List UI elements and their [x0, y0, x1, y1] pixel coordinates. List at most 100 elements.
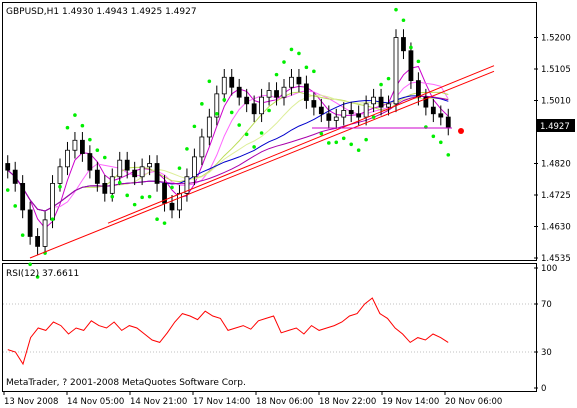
parabolic-sar-dot — [140, 195, 144, 200]
candle-body — [401, 37, 406, 52]
time-tick-label: 18 Nov 22:00 — [319, 397, 376, 407]
current-price-box — [537, 119, 575, 132]
parabolic-sar-dot — [229, 110, 234, 115]
candle-body — [408, 50, 414, 82]
candle-body — [244, 96, 250, 105]
parabolic-sar-dot — [95, 148, 100, 153]
candle-body — [132, 169, 138, 178]
candle-body — [259, 96, 265, 115]
candle-body — [117, 159, 123, 178]
parabolic-sar-dot — [409, 45, 413, 50]
parabolic-sar-dot — [304, 65, 309, 70]
candle-body — [94, 169, 100, 184]
parabolic-sar-dot — [192, 124, 197, 129]
time-tick-label: 18 Nov 06:00 — [256, 397, 313, 407]
parabolic-sar-dot — [341, 136, 346, 141]
parabolic-sar-dot — [394, 7, 398, 12]
candle-body — [102, 182, 108, 194]
candle-body — [124, 159, 130, 171]
candle-body — [184, 176, 190, 194]
time-tick-label: 19 Nov 14:00 — [382, 397, 439, 407]
candle-body — [80, 139, 85, 154]
parabolic-sar-dot — [20, 233, 25, 237]
candle-body — [12, 169, 18, 184]
candle-body — [311, 100, 317, 108]
time-tick-label: 14 Nov 21:00 — [130, 397, 187, 407]
candle-body — [274, 90, 279, 98]
parabolic-sar-dot — [356, 148, 361, 153]
parabolic-sar-dot — [327, 141, 331, 145]
rsi-tick-label: 70 — [541, 300, 552, 310]
price-panel[interactable] — [2, 2, 537, 261]
parabolic-sar-dot — [73, 113, 77, 117]
rsi-tick-label: 100 — [541, 264, 557, 274]
candle-body — [87, 153, 93, 171]
parabolic-sar-dot — [13, 204, 17, 208]
candle-body — [27, 209, 33, 237]
parabolic-sar-dot — [446, 153, 451, 157]
candle-body — [169, 202, 175, 211]
candle-body — [229, 76, 235, 88]
candle-body — [348, 110, 354, 115]
parabolic-sar-dot — [88, 137, 92, 142]
parabolic-sar-dot — [371, 115, 376, 119]
candle-body — [214, 93, 220, 118]
price-tick-label: 1.4820 — [541, 160, 571, 170]
candle-body — [109, 176, 115, 194]
candle-body — [281, 86, 287, 98]
parabolic-sar-dot — [207, 79, 212, 84]
price-tick-label: 1.5010 — [541, 97, 571, 107]
parabolic-sar-dot — [297, 51, 301, 56]
copyright-text: MetaTrader, ? 2001-2008 MetaQuotes Softw… — [6, 378, 246, 388]
candle-body — [20, 182, 26, 211]
parabolic-sar-dot — [50, 217, 55, 222]
candle-body — [177, 192, 182, 211]
parabolic-sar-dot — [289, 47, 294, 52]
rsi-title: RSI(12) 37.6611 — [6, 269, 79, 279]
candle-body — [393, 37, 399, 105]
parabolic-sar-dot — [103, 155, 107, 160]
parabolic-sar-dot — [282, 60, 286, 64]
parabolic-sar-dot — [58, 184, 62, 189]
candle-body — [378, 96, 384, 108]
parabolic-sar-dot — [177, 166, 182, 170]
candle-body — [65, 149, 70, 168]
parabolic-sar-dot — [244, 132, 249, 137]
candle-body — [438, 113, 444, 118]
parabolic-sar-dot — [334, 140, 339, 145]
candle-body — [289, 76, 294, 88]
candle-body — [318, 106, 324, 115]
time-tick-label: 20 Nov 06:00 — [445, 397, 502, 407]
candle-body — [415, 80, 421, 98]
candle-body — [35, 236, 40, 247]
parabolic-sar-dot — [162, 221, 167, 225]
time-tick-label: 14 Nov 05:00 — [67, 397, 124, 407]
parabolic-sar-dot — [200, 102, 204, 106]
symbol-header: GBPUSD,H1 1.4930 1.4943 1.4925 1.4927 — [6, 7, 197, 17]
trendline — [107, 65, 495, 224]
parabolic-sar-dot — [147, 194, 152, 199]
parabolic-sar-dot — [431, 134, 436, 139]
candle-body — [296, 76, 302, 85]
candle-body — [430, 106, 436, 115]
parabolic-sar-dot — [237, 123, 241, 127]
price-tick-label: 1.4630 — [541, 223, 571, 233]
candle-body — [333, 116, 339, 121]
parabolic-sar-dot — [312, 69, 316, 74]
candle-body — [42, 219, 48, 247]
candle-body — [386, 103, 391, 108]
candle-body — [423, 96, 429, 108]
rsi-line — [7, 297, 449, 366]
candle-body — [326, 113, 332, 121]
parabolic-sar-dot — [5, 188, 10, 192]
parabolic-sar-dot — [222, 98, 227, 102]
rsi-tick-label: 30 — [541, 348, 552, 358]
rsi-panel[interactable] — [2, 263, 537, 392]
price-tick-label: 1.4725 — [541, 191, 571, 201]
price-tick-label: 1.5105 — [541, 65, 571, 75]
parabolic-sar-dot — [155, 217, 159, 222]
parabolic-sar-dot — [170, 185, 174, 190]
parabolic-sar-dot — [386, 76, 391, 81]
